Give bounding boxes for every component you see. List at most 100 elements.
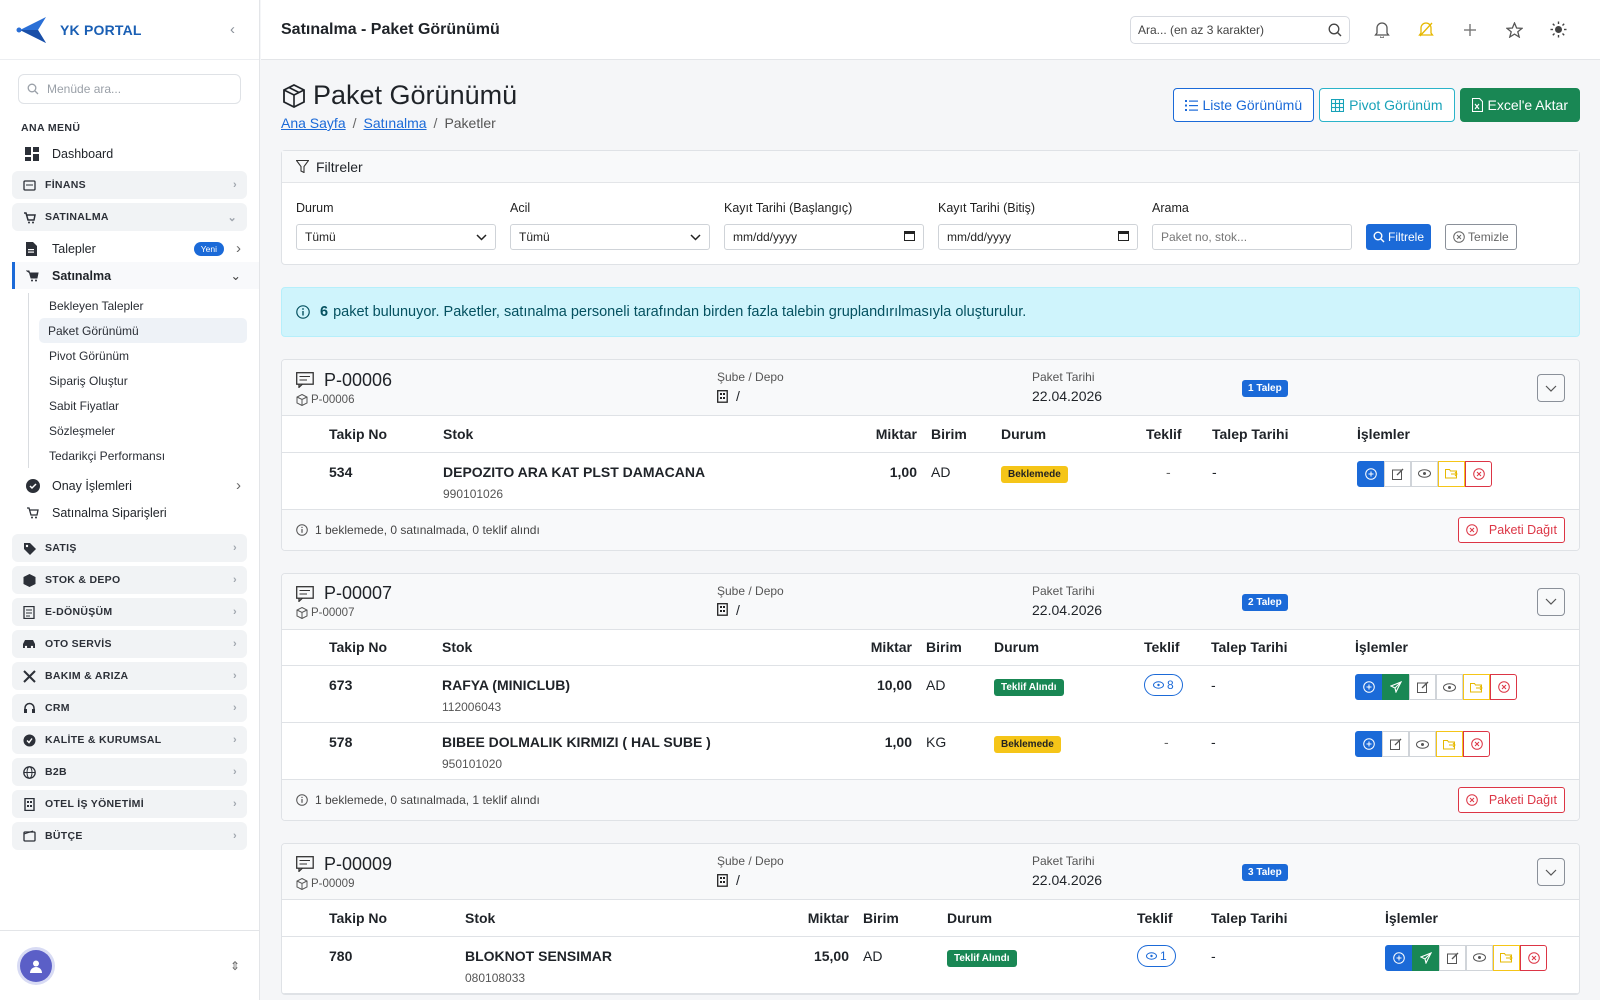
add-button[interactable] xyxy=(1355,674,1382,700)
cart-icon xyxy=(26,269,40,282)
breadcrumb-home-link[interactable]: Ana Sayfa xyxy=(281,115,346,131)
acil-label: Acil xyxy=(510,201,531,215)
pivot-view-button[interactable]: Pivot Görünüm xyxy=(1319,88,1455,122)
star-icon[interactable] xyxy=(1492,21,1536,38)
submenu-sozlesmeler[interactable]: Sözleşmeler xyxy=(49,423,116,438)
sidebar-item-dashboard[interactable]: Dashboard xyxy=(0,140,259,167)
send-button[interactable] xyxy=(1382,674,1409,700)
dissolve-package-button[interactable]: Paketi Dağıt xyxy=(1457,787,1565,813)
avatar[interactable] xyxy=(20,949,52,982)
durum-select[interactable]: Tümü xyxy=(296,224,496,250)
edit-button[interactable] xyxy=(1439,944,1466,971)
close-circle-icon xyxy=(1466,794,1478,806)
add-button[interactable] xyxy=(1385,944,1412,971)
send-button[interactable] xyxy=(1412,944,1439,971)
chevron-right-icon: › xyxy=(236,240,241,257)
talep-count-badge: 2 Talep xyxy=(1242,593,1288,611)
edit-icon xyxy=(1416,681,1428,693)
sun-icon[interactable] xyxy=(1536,21,1580,38)
submenu-tedarikci-performansi[interactable]: Tedarikçi Performansı xyxy=(49,448,166,463)
submenu-bekleyen-talepler[interactable]: Bekleyen Talepler xyxy=(49,298,144,313)
package-search-input[interactable]: Paket no, stok... xyxy=(1152,224,1352,250)
add-button[interactable] xyxy=(1357,460,1384,487)
edit-button[interactable] xyxy=(1382,731,1409,757)
offers-button[interactable]: 1 xyxy=(1137,944,1176,967)
add-button[interactable] xyxy=(1355,731,1382,757)
sidebar-collapse-icon[interactable]: ‹ xyxy=(230,21,235,38)
edit-button[interactable] xyxy=(1409,674,1436,700)
sidebar: YK PORTAL ‹ Menüde ara... ANA MENÜ Dashb… xyxy=(0,0,260,1000)
forward-button[interactable] xyxy=(1493,944,1520,971)
forward-button[interactable] xyxy=(1436,731,1463,757)
sidebar-section-b2b[interactable]: B2B › xyxy=(12,758,247,786)
excel-export-button[interactable]: Excel'e Aktar xyxy=(1459,88,1580,122)
bell-slash-icon[interactable] xyxy=(1404,21,1448,38)
view-button[interactable] xyxy=(1436,674,1463,700)
cancel-button[interactable] xyxy=(1465,460,1492,487)
bell-icon[interactable] xyxy=(1360,21,1404,38)
sidebar-section-crm[interactable]: CRM › xyxy=(12,694,247,722)
sidebar-section-otel[interactable]: OTEL İŞ YÖNETİMİ › xyxy=(12,790,247,818)
sidebar-section-satinalma[interactable]: SATINALMA ⌄ xyxy=(12,203,247,231)
forward-button[interactable] xyxy=(1463,674,1490,700)
breadcrumb: Ana Sayfa / Satınalma / Paketler xyxy=(281,115,496,131)
menu-header: ANA MENÜ xyxy=(21,122,81,134)
plus-circle-icon xyxy=(1362,681,1375,693)
table-row: 780 BLOKNOT SENSIMAR 080108033 15,00 AD T… xyxy=(282,936,1579,994)
view-button[interactable] xyxy=(1411,460,1438,487)
filters-header: Filtreler xyxy=(282,151,1579,183)
view-button[interactable] xyxy=(1409,731,1436,757)
cancel-button[interactable] xyxy=(1520,944,1547,971)
clear-button[interactable]: Temizle xyxy=(1445,224,1517,250)
sidebar-section-bakim[interactable]: BAKIM & ARIZA › xyxy=(12,662,247,690)
expand-button[interactable] xyxy=(1537,374,1565,402)
sidebar-section-oto[interactable]: OTO SERVİS › xyxy=(12,630,247,658)
expand-button[interactable] xyxy=(1537,858,1565,886)
forward-button[interactable] xyxy=(1438,460,1465,487)
package-date: 22.04.2026 xyxy=(1032,388,1103,404)
breadcrumb-satinalma-link[interactable]: Satınalma xyxy=(363,115,427,131)
submenu-siparis-olustur[interactable]: Sipariş Oluştur xyxy=(49,373,128,388)
chevron-down-icon: ⌄ xyxy=(227,211,237,224)
sidebar-section-edonusum[interactable]: E-DÖNÜŞÜM › xyxy=(12,598,247,626)
sidebar-item-onay[interactable]: Onay İşlemleri › xyxy=(0,472,259,499)
box-icon xyxy=(296,607,308,619)
global-search-input[interactable]: Ara... (en az 3 karakter) xyxy=(1130,15,1350,44)
start-date-label: Kayıt Tarihi (Başlangıç) xyxy=(724,201,853,215)
submenu-sabit-fiyatlar[interactable]: Sabit Fiyatlar xyxy=(49,398,120,413)
sidebar-section-finans[interactable]: FİNANS › xyxy=(12,171,247,199)
sidebar-item-talepler[interactable]: Talepler Yeni › xyxy=(0,235,259,262)
submenu-paket-gorunumu[interactable]: Paket Görünümü xyxy=(39,318,247,343)
sidebar-section-satis[interactable]: SATIŞ › xyxy=(12,534,247,562)
status-badge: Teklif Alındı xyxy=(994,679,1064,696)
user-bar[interactable]: ⇕ xyxy=(0,930,259,1000)
acil-select[interactable]: Tümü xyxy=(510,224,710,250)
end-date-input[interactable]: mm/dd/yyyy xyxy=(938,224,1138,250)
package-card: P-00006 P-00006 Şube / Depo / Paket Tarih… xyxy=(281,359,1580,551)
menu-search-input[interactable]: Menüde ara... xyxy=(18,74,241,104)
send-icon xyxy=(1389,681,1402,693)
filter-button[interactable]: Filtrele xyxy=(1366,224,1432,250)
message-icon xyxy=(296,856,314,872)
list-view-button[interactable]: Liste Görünümü xyxy=(1172,88,1315,122)
expand-user-icon[interactable]: ⇕ xyxy=(229,958,240,973)
sidebar-item-siparisler[interactable]: Satınalma Siparişleri xyxy=(0,499,259,526)
main-content: Paket Görünümü Ana Sayfa / Satınalma / Paket… xyxy=(261,60,1600,1000)
sidebar-section-stok[interactable]: STOK & DEPO › xyxy=(12,566,247,594)
offers-button[interactable]: 8 xyxy=(1144,674,1183,696)
edit-button[interactable] xyxy=(1384,460,1411,487)
cancel-button[interactable] xyxy=(1463,731,1490,757)
expand-button[interactable] xyxy=(1537,587,1565,616)
check-circle-icon xyxy=(26,478,40,493)
search-icon xyxy=(1373,231,1385,243)
cancel-button[interactable] xyxy=(1490,674,1517,700)
dissolve-package-button[interactable]: Paketi Dağıt xyxy=(1457,516,1565,543)
view-button[interactable] xyxy=(1466,944,1493,971)
sidebar-section-kalite[interactable]: KALİTE & KURUMSAL › xyxy=(12,726,247,754)
submenu-pivot-gorunum[interactable]: Pivot Görünüm xyxy=(49,348,130,363)
plus-icon[interactable] xyxy=(1448,23,1492,37)
package-icon xyxy=(283,83,305,108)
start-date-input[interactable]: mm/dd/yyyy xyxy=(724,224,924,250)
sidebar-section-butce[interactable]: BÜTÇE › xyxy=(12,822,247,850)
sidebar-item-satinalma[interactable]: Satınalma ⌄ xyxy=(12,262,259,289)
